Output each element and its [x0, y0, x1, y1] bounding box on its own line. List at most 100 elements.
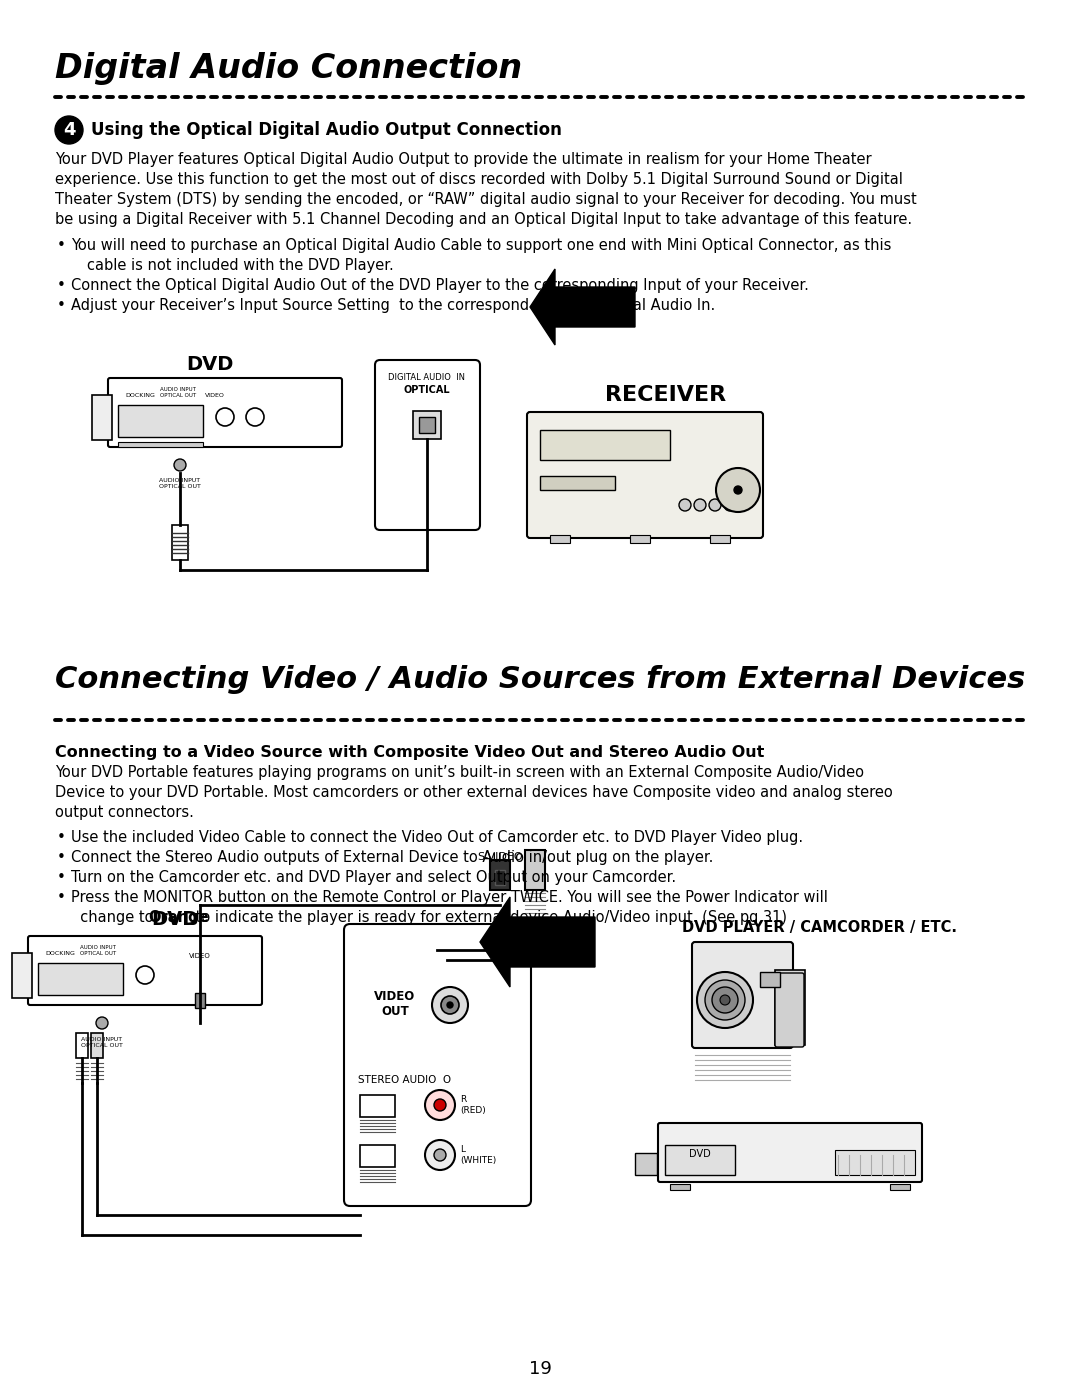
Text: Using the Optical Digital Audio Output Connection: Using the Optical Digital Audio Output C… [91, 122, 562, 138]
Circle shape [96, 1017, 108, 1030]
Text: Your DVD Portable features playing programs on unit’s built-in screen with an Ex: Your DVD Portable features playing progr… [55, 766, 864, 780]
Polygon shape [530, 270, 635, 345]
Text: DOCKING: DOCKING [125, 393, 154, 398]
Text: •: • [57, 849, 66, 865]
FancyBboxPatch shape [658, 1123, 922, 1182]
Bar [670, 1185, 690, 1190]
Text: •: • [57, 830, 66, 845]
Bar [550, 535, 570, 543]
Text: cable is not included with the DVD Player.: cable is not included with the DVD Playe… [87, 258, 394, 272]
Circle shape [174, 460, 186, 471]
Circle shape [712, 988, 738, 1013]
Circle shape [679, 499, 691, 511]
Bar [76, 1032, 87, 1058]
Bar [760, 972, 780, 988]
Bar [92, 395, 112, 440]
Text: DVD: DVD [187, 355, 233, 374]
Text: DVD: DVD [689, 1148, 711, 1160]
Circle shape [447, 1002, 453, 1009]
Bar [360, 1146, 395, 1166]
Bar [495, 870, 505, 886]
Bar [360, 1095, 395, 1118]
Circle shape [724, 499, 735, 511]
Text: Use the included Video Cable to connect the Video Out of Camcorder etc. to DVD P: Use the included Video Cable to connect … [71, 830, 804, 845]
Text: 19: 19 [528, 1361, 552, 1377]
Bar [710, 535, 730, 543]
Text: experience. Use this function to get the most out of discs recorded with Dolby 5: experience. Use this function to get the… [55, 172, 903, 187]
Circle shape [434, 1148, 446, 1161]
Bar [118, 405, 203, 437]
Text: VIDEO
OUT: VIDEO OUT [375, 990, 416, 1018]
FancyBboxPatch shape [775, 972, 804, 1046]
Text: Turn on the Camcorder etc. and DVD Player and select Output on your Camcorder.: Turn on the Camcorder etc. and DVD Playe… [71, 870, 676, 886]
Circle shape [246, 408, 264, 426]
Text: DIGITAL AUDIO  IN: DIGITAL AUDIO IN [389, 373, 465, 381]
Text: AUDIO INPUT
OPTICAL OUT: AUDIO INPUT OPTICAL OUT [80, 946, 116, 956]
Text: 4: 4 [63, 122, 76, 138]
Bar [525, 849, 545, 890]
Text: AUDIO INPUT
OPTICAL OUT: AUDIO INPUT OPTICAL OUT [81, 1037, 123, 1048]
Bar [540, 430, 670, 460]
Text: Adjust your Receiver’s Input Source Setting  to the correspond with the Digital : Adjust your Receiver’s Input Source Sett… [71, 298, 715, 313]
Circle shape [434, 1099, 446, 1111]
Circle shape [55, 116, 83, 144]
Text: VIDEO: VIDEO [189, 953, 211, 958]
Bar [12, 953, 32, 997]
Bar [419, 416, 435, 433]
Polygon shape [480, 897, 595, 988]
Circle shape [697, 972, 753, 1028]
Text: STEREO AUDIO  O: STEREO AUDIO O [359, 1076, 451, 1085]
Bar [835, 1150, 915, 1175]
Text: •: • [57, 890, 66, 905]
FancyBboxPatch shape [527, 412, 762, 538]
Text: VIDEO: VIDEO [205, 393, 225, 398]
Text: to indicate the player is ready for external device Audio/Video input. (See pg 3: to indicate the player is ready for exte… [191, 909, 787, 925]
Circle shape [716, 468, 760, 511]
Text: •: • [57, 278, 66, 293]
Text: Your DVD Player features Optical Digital Audio Output to provide the ultimate in: Your DVD Player features Optical Digital… [55, 152, 872, 168]
Text: OPTICAL: OPTICAL [404, 386, 450, 395]
Circle shape [720, 995, 730, 1004]
Text: AUDIO INPUT
OPTICAL OUT: AUDIO INPUT OPTICAL OUT [160, 387, 197, 398]
Circle shape [432, 988, 468, 1023]
Text: •: • [57, 870, 66, 886]
Text: output connectors.: output connectors. [55, 805, 194, 820]
FancyBboxPatch shape [692, 942, 793, 1048]
Circle shape [708, 499, 721, 511]
Text: DVD PLAYER / CAMCORDER / ETC.: DVD PLAYER / CAMCORDER / ETC. [683, 921, 958, 935]
Bar [195, 993, 205, 1009]
Bar [38, 963, 123, 995]
Text: Connect the Stereo Audio outputs of External Device to Audio in/out plug on the : Connect the Stereo Audio outputs of Exte… [71, 849, 714, 865]
Circle shape [216, 408, 234, 426]
Bar [665, 1146, 735, 1175]
Bar [540, 476, 615, 490]
FancyBboxPatch shape [375, 360, 480, 529]
Bar [775, 970, 805, 1045]
Text: Theater System (DTS) by sending the encoded, or “RAW” digital audio signal to yo: Theater System (DTS) by sending the enco… [55, 191, 917, 207]
Bar [490, 861, 510, 890]
Text: S-VIDEO: S-VIDEO [477, 852, 523, 862]
Bar [172, 525, 188, 560]
Text: RECEIVER: RECEIVER [605, 386, 726, 405]
Text: Device to your DVD Portable. Most camcorders or other external devices have Comp: Device to your DVD Portable. Most camcor… [55, 785, 893, 800]
Circle shape [441, 996, 459, 1014]
Bar [413, 411, 441, 439]
Circle shape [694, 499, 706, 511]
Text: DVD: DVD [151, 909, 199, 929]
Text: •: • [57, 237, 66, 253]
Text: DOCKING: DOCKING [45, 951, 75, 956]
Text: L
(WHITE): L (WHITE) [460, 1146, 496, 1165]
Text: Press the MONITOR button on the Remote Control or Player TWICE. You will see the: Press the MONITOR button on the Remote C… [71, 890, 828, 905]
FancyBboxPatch shape [108, 379, 342, 447]
Text: Digital Audio Connection: Digital Audio Connection [55, 52, 522, 85]
Circle shape [426, 1090, 455, 1120]
Bar [890, 1185, 910, 1190]
FancyBboxPatch shape [28, 936, 262, 1004]
Text: be using a Digital Receiver with 5.1 Channel Decoding and an Optical Digital Inp: be using a Digital Receiver with 5.1 Cha… [55, 212, 913, 226]
Text: •: • [57, 298, 66, 313]
Text: Connecting to a Video Source with Composite Video Out and Stereo Audio Out: Connecting to a Video Source with Compos… [55, 745, 765, 760]
Circle shape [734, 486, 742, 495]
Bar [630, 535, 650, 543]
Text: R
(RED): R (RED) [460, 1095, 486, 1115]
Circle shape [705, 981, 745, 1020]
